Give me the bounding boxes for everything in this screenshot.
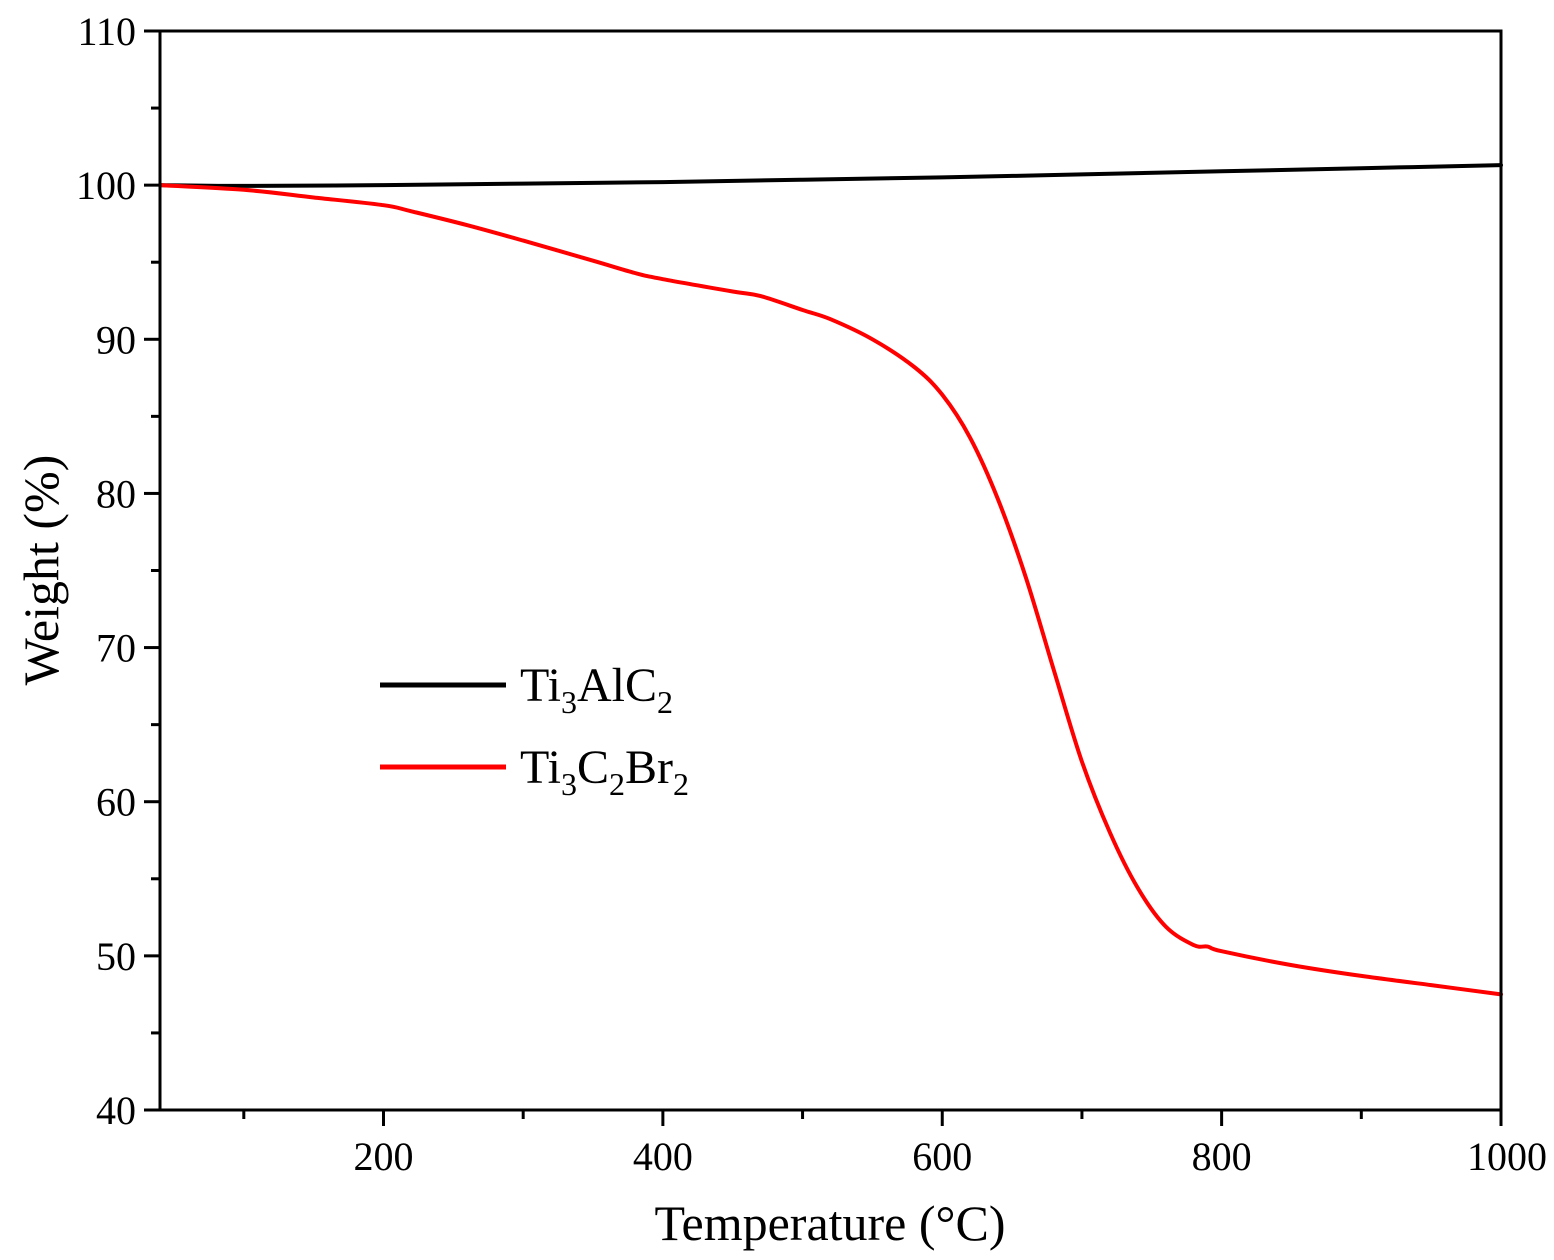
y-tick-label: 60 bbox=[96, 780, 136, 825]
y-tick-label: 40 bbox=[96, 1088, 136, 1133]
legend-label-1: Ti3AlC2 bbox=[520, 659, 673, 720]
tick-layer bbox=[144, 29, 1503, 1126]
y-tick-label: 80 bbox=[96, 471, 136, 516]
y-tick-label: 110 bbox=[77, 9, 136, 54]
y-axis-title: Weight (%) bbox=[13, 455, 69, 686]
x-tick-label: 400 bbox=[633, 1134, 693, 1179]
x-tick-label: 200 bbox=[354, 1134, 414, 1179]
series-line-2 bbox=[158, 183, 1503, 997]
tick-label-layer: 40 50 60 70 80 90 100 110 200 400 600 800 1000 bbox=[76, 9, 1547, 1179]
y-tick-label: 100 bbox=[76, 163, 136, 208]
x-tick-label: 600 bbox=[912, 1134, 972, 1179]
y-tick-label: 90 bbox=[96, 317, 136, 362]
x-tick-label: 1000 bbox=[1467, 1134, 1547, 1179]
x-tick-label: 800 bbox=[1192, 1134, 1252, 1179]
x-axis-title: Temperature (°C) bbox=[654, 1195, 1005, 1251]
legend-label-2: Ti3C2Br2 bbox=[520, 741, 689, 802]
legend: Ti3AlC2 Ti3C2Br2 bbox=[380, 659, 689, 802]
y-tick-label: 70 bbox=[96, 626, 136, 671]
series-line-1 bbox=[158, 163, 1503, 188]
series-layer bbox=[158, 163, 1503, 997]
y-tick-label: 50 bbox=[96, 934, 136, 979]
